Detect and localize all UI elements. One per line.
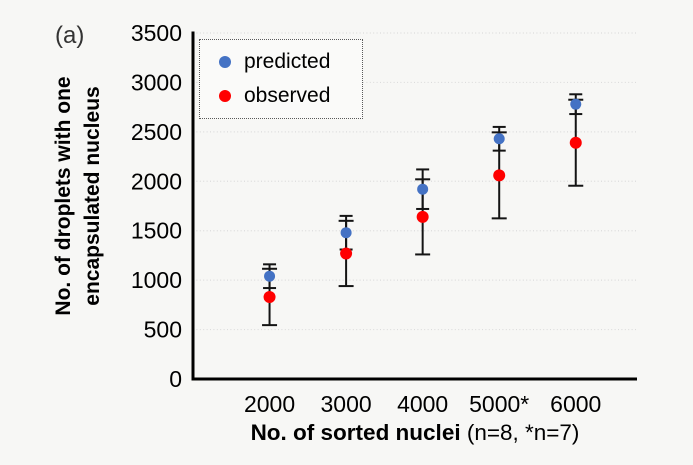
data-point-predicted [493,133,505,145]
y-tick-label: 1500 [131,218,182,244]
x-tick-label: 3000 [321,391,372,417]
y-tick-label: 2500 [131,119,182,145]
data-point-observed [416,210,429,223]
x-axis-title: No. of sorted nuclei (n=8, *n=7) [193,420,637,446]
x-tick-label: 4000 [397,391,448,417]
legend: predicted observed [199,39,363,119]
predicted-marker-icon [219,56,231,68]
data-point-observed [569,136,582,149]
data-point-predicted [417,183,429,195]
legend-item-observed: observed [219,84,362,108]
y-tick-label: 0 [169,366,182,392]
legend-label-predicted: predicted [244,50,331,73]
data-point-predicted [340,227,352,239]
legend-item-predicted: predicted [219,50,362,74]
observed-marker-icon [219,90,231,102]
y-tick-label: 1000 [131,267,182,293]
x-tick-label: 2000 [244,391,295,417]
y-tick-label: 3000 [131,69,182,95]
y-tick-label: 3500 [131,20,182,46]
data-point-observed [263,290,276,303]
x-axis-title-main: No. of sorted nuclei [250,420,461,445]
x-tick-label: 6000 [550,391,601,417]
legend-label-observed: observed [244,84,331,107]
x-tick-label: 5000* [469,391,529,417]
y-tick-label: 500 [144,317,182,343]
data-point-observed [493,169,506,182]
data-point-observed [340,247,353,260]
x-axis-title-note: (n=8, *n=7) [466,420,580,445]
data-point-predicted [570,98,582,110]
y-tick-label: 2000 [131,168,182,194]
panel-label: (a) [55,22,85,49]
data-point-predicted [264,270,276,282]
